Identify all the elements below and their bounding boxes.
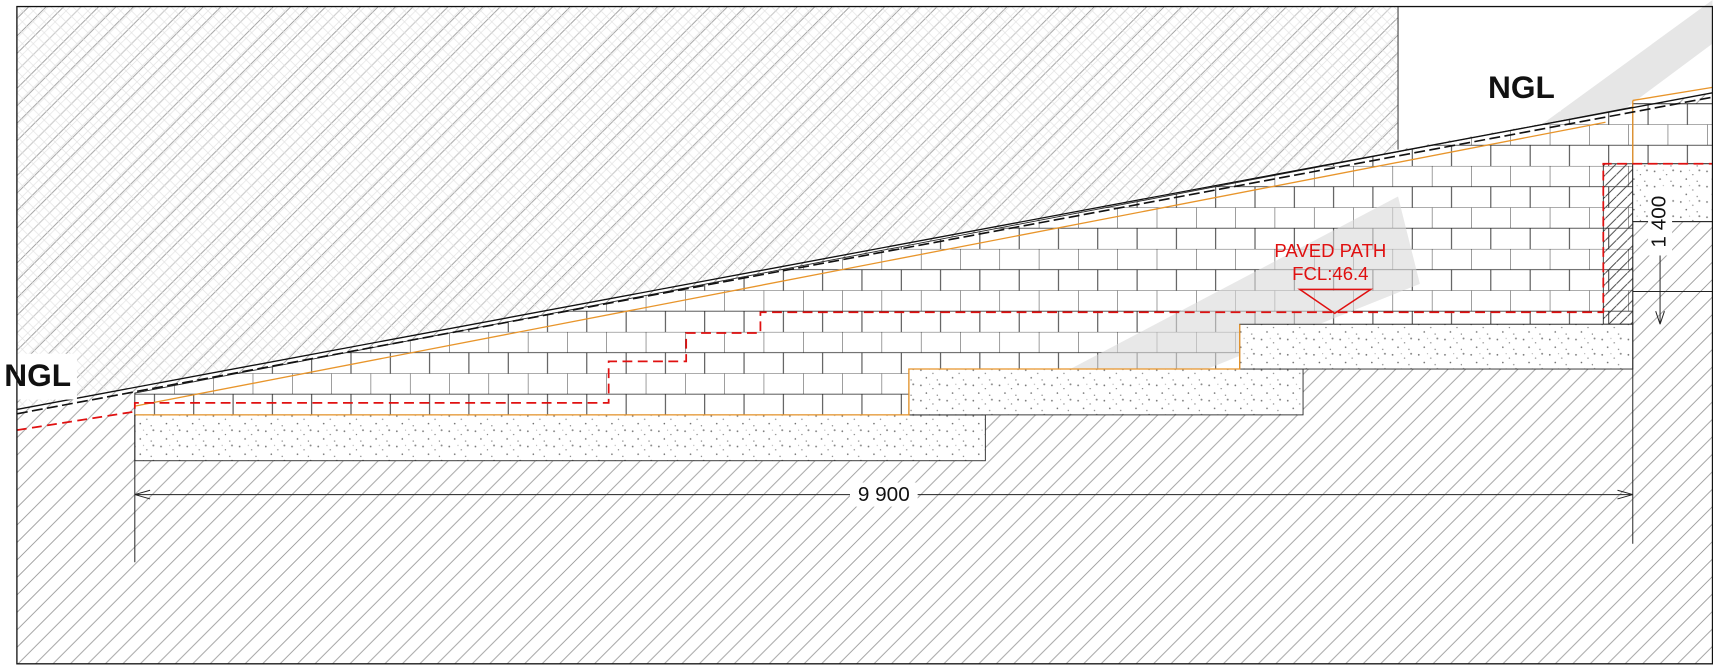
dimension-label: 9 900 [858,483,910,506]
label-bg [849,482,918,507]
hatched-strip [1602,163,1634,325]
label-bg [1648,187,1673,256]
orange-line [134,324,1241,416]
ngl-label: NGL [4,357,71,393]
dimension-label: 1 400 [1648,196,1671,248]
level-marker [1297,288,1374,315]
hatched-area [16,6,1399,410]
red-dashed-line [16,162,1713,432]
footing [908,368,1304,416]
dimension-line [1632,221,1713,325]
label: FCL:46.4 [1292,263,1368,284]
footing [134,414,986,462]
footing [1632,163,1713,223]
footing [1239,323,1634,370]
block-wall [1632,103,1713,165]
frame [16,5,1713,665]
ground-line [16,92,1713,411]
ngl-line [16,96,1713,415]
ngl-label: NGL [1488,69,1555,105]
watermark [983,196,1420,415]
label-bg [0,353,77,400]
orange-line [134,86,1713,407]
label-bg [1482,65,1561,112]
label: PAVED PATH [1274,240,1386,261]
